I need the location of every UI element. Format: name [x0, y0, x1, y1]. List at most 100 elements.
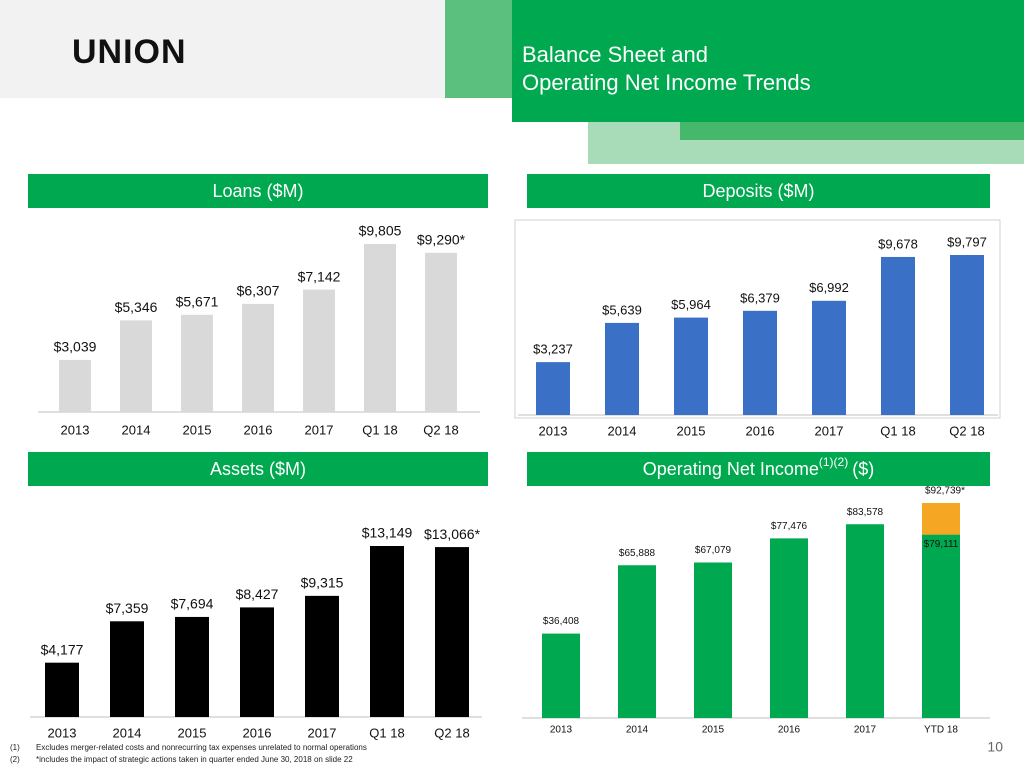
bar	[922, 534, 960, 718]
x-tick-label: 2014	[626, 725, 649, 736]
decor	[445, 0, 512, 98]
panel-header	[28, 174, 488, 208]
bar	[674, 317, 708, 415]
x-tick-label: 2014	[608, 423, 637, 438]
x-tick-label: 2015	[702, 725, 725, 736]
value-label: $65,888	[619, 548, 656, 559]
value-label: $6,992	[809, 280, 849, 295]
panel-title: Assets ($M)	[210, 459, 306, 479]
bar	[175, 616, 209, 717]
panel-header	[527, 452, 990, 486]
decor	[680, 122, 1024, 140]
bar	[435, 547, 469, 717]
value-label: $13,149	[362, 525, 413, 541]
bar	[846, 524, 884, 718]
panel-title: Operating Net Income(1)(2) ($)	[643, 455, 874, 479]
value-label: $5,639	[602, 302, 642, 317]
x-tick-label: Q1 18	[362, 422, 397, 437]
footnote: *includes the impact of strategic action…	[36, 755, 353, 764]
x-tick-label: Q1 18	[369, 725, 404, 740]
value-label: $9,315	[301, 575, 344, 591]
panel-title: Deposits ($M)	[702, 181, 814, 201]
bar	[922, 503, 960, 535]
bar	[425, 252, 457, 412]
x-tick-label: 2015	[178, 725, 207, 740]
slide-title: Balance Sheet and	[522, 42, 708, 67]
bar	[881, 256, 915, 415]
x-tick-label: 2015	[677, 423, 706, 438]
bar	[305, 595, 339, 717]
x-tick-label: 2013	[550, 725, 573, 736]
x-tick-label: 2017	[308, 725, 337, 740]
panel-header	[28, 452, 488, 486]
x-tick-label: 2016	[778, 725, 801, 736]
logo: UNION	[72, 33, 187, 71]
x-tick-label: 2013	[48, 725, 77, 740]
value-label: $13,066*	[424, 526, 481, 542]
bar	[45, 662, 79, 717]
bar	[694, 562, 732, 718]
value-label: $5,964	[671, 297, 711, 312]
page-number: 10	[987, 739, 1003, 755]
value-label: $3,039	[54, 339, 97, 355]
x-tick-label: 2016	[243, 725, 272, 740]
x-tick-label: 2013	[61, 422, 90, 437]
bar	[240, 607, 274, 717]
chart-frame	[514, 219, 1001, 419]
x-tick-label: 2017	[815, 423, 844, 438]
value-label: $83,578	[847, 507, 884, 518]
value-label: $5,346	[115, 299, 158, 315]
value-label: $9,797	[947, 234, 987, 249]
footnote: Excludes merger-related costs and nonrec…	[36, 743, 367, 752]
value-label: $7,694	[171, 596, 214, 612]
bar	[605, 322, 639, 415]
x-tick-label: 2014	[113, 725, 142, 740]
value-label: $6,379	[740, 290, 780, 305]
x-tick-label: Q2 18	[434, 725, 469, 740]
panel-title-text: Deposits ($M)	[702, 181, 814, 201]
value-label: $79,111	[924, 539, 959, 550]
x-tick-label: 2014	[122, 422, 151, 437]
x-tick-label: 2015	[183, 422, 212, 437]
value-label: $7,142	[298, 268, 341, 284]
value-label: $36,408	[543, 616, 580, 627]
value-label: $77,476	[771, 521, 808, 532]
value-label: $6,307	[237, 283, 280, 299]
x-tick-label: 2013	[539, 423, 568, 438]
x-tick-label: Q2 18	[423, 422, 458, 437]
slide-title: Operating Net Income Trends	[522, 70, 811, 95]
panel-title-suffix: ($)	[852, 459, 874, 479]
bar	[364, 244, 396, 412]
bar	[743, 310, 777, 415]
x-tick-label: Q2 18	[949, 423, 984, 438]
x-tick-label: 2016	[244, 422, 273, 437]
panel-title-text: Assets ($M)	[210, 459, 306, 479]
bar	[303, 289, 335, 412]
bar	[536, 362, 570, 415]
value-label: $7,359	[106, 600, 149, 616]
value-label: $5,671	[176, 294, 219, 310]
bar	[59, 359, 91, 412]
x-tick-label: 2017	[854, 725, 877, 736]
bar	[370, 546, 404, 717]
bar	[770, 538, 808, 718]
panel-title-superscript: (1)(2)	[819, 455, 848, 469]
bar	[120, 320, 152, 412]
value-label: $3,237	[533, 342, 573, 357]
value-label: $9,290*	[417, 232, 466, 248]
bar	[542, 633, 580, 718]
bar	[618, 565, 656, 718]
panel-title: Loans ($M)	[212, 181, 303, 201]
panel-title-text: Loans ($M)	[212, 181, 303, 201]
annotation: $92,739*	[925, 486, 965, 497]
x-tick-label: 2016	[746, 423, 775, 438]
value-label: $67,079	[695, 545, 732, 556]
x-tick-label: 2017	[305, 422, 334, 437]
x-tick-label: Q1 18	[880, 423, 915, 438]
bar	[950, 255, 984, 415]
bar	[242, 303, 274, 412]
bar	[110, 621, 144, 717]
footnote-marker: (2)	[10, 755, 20, 764]
